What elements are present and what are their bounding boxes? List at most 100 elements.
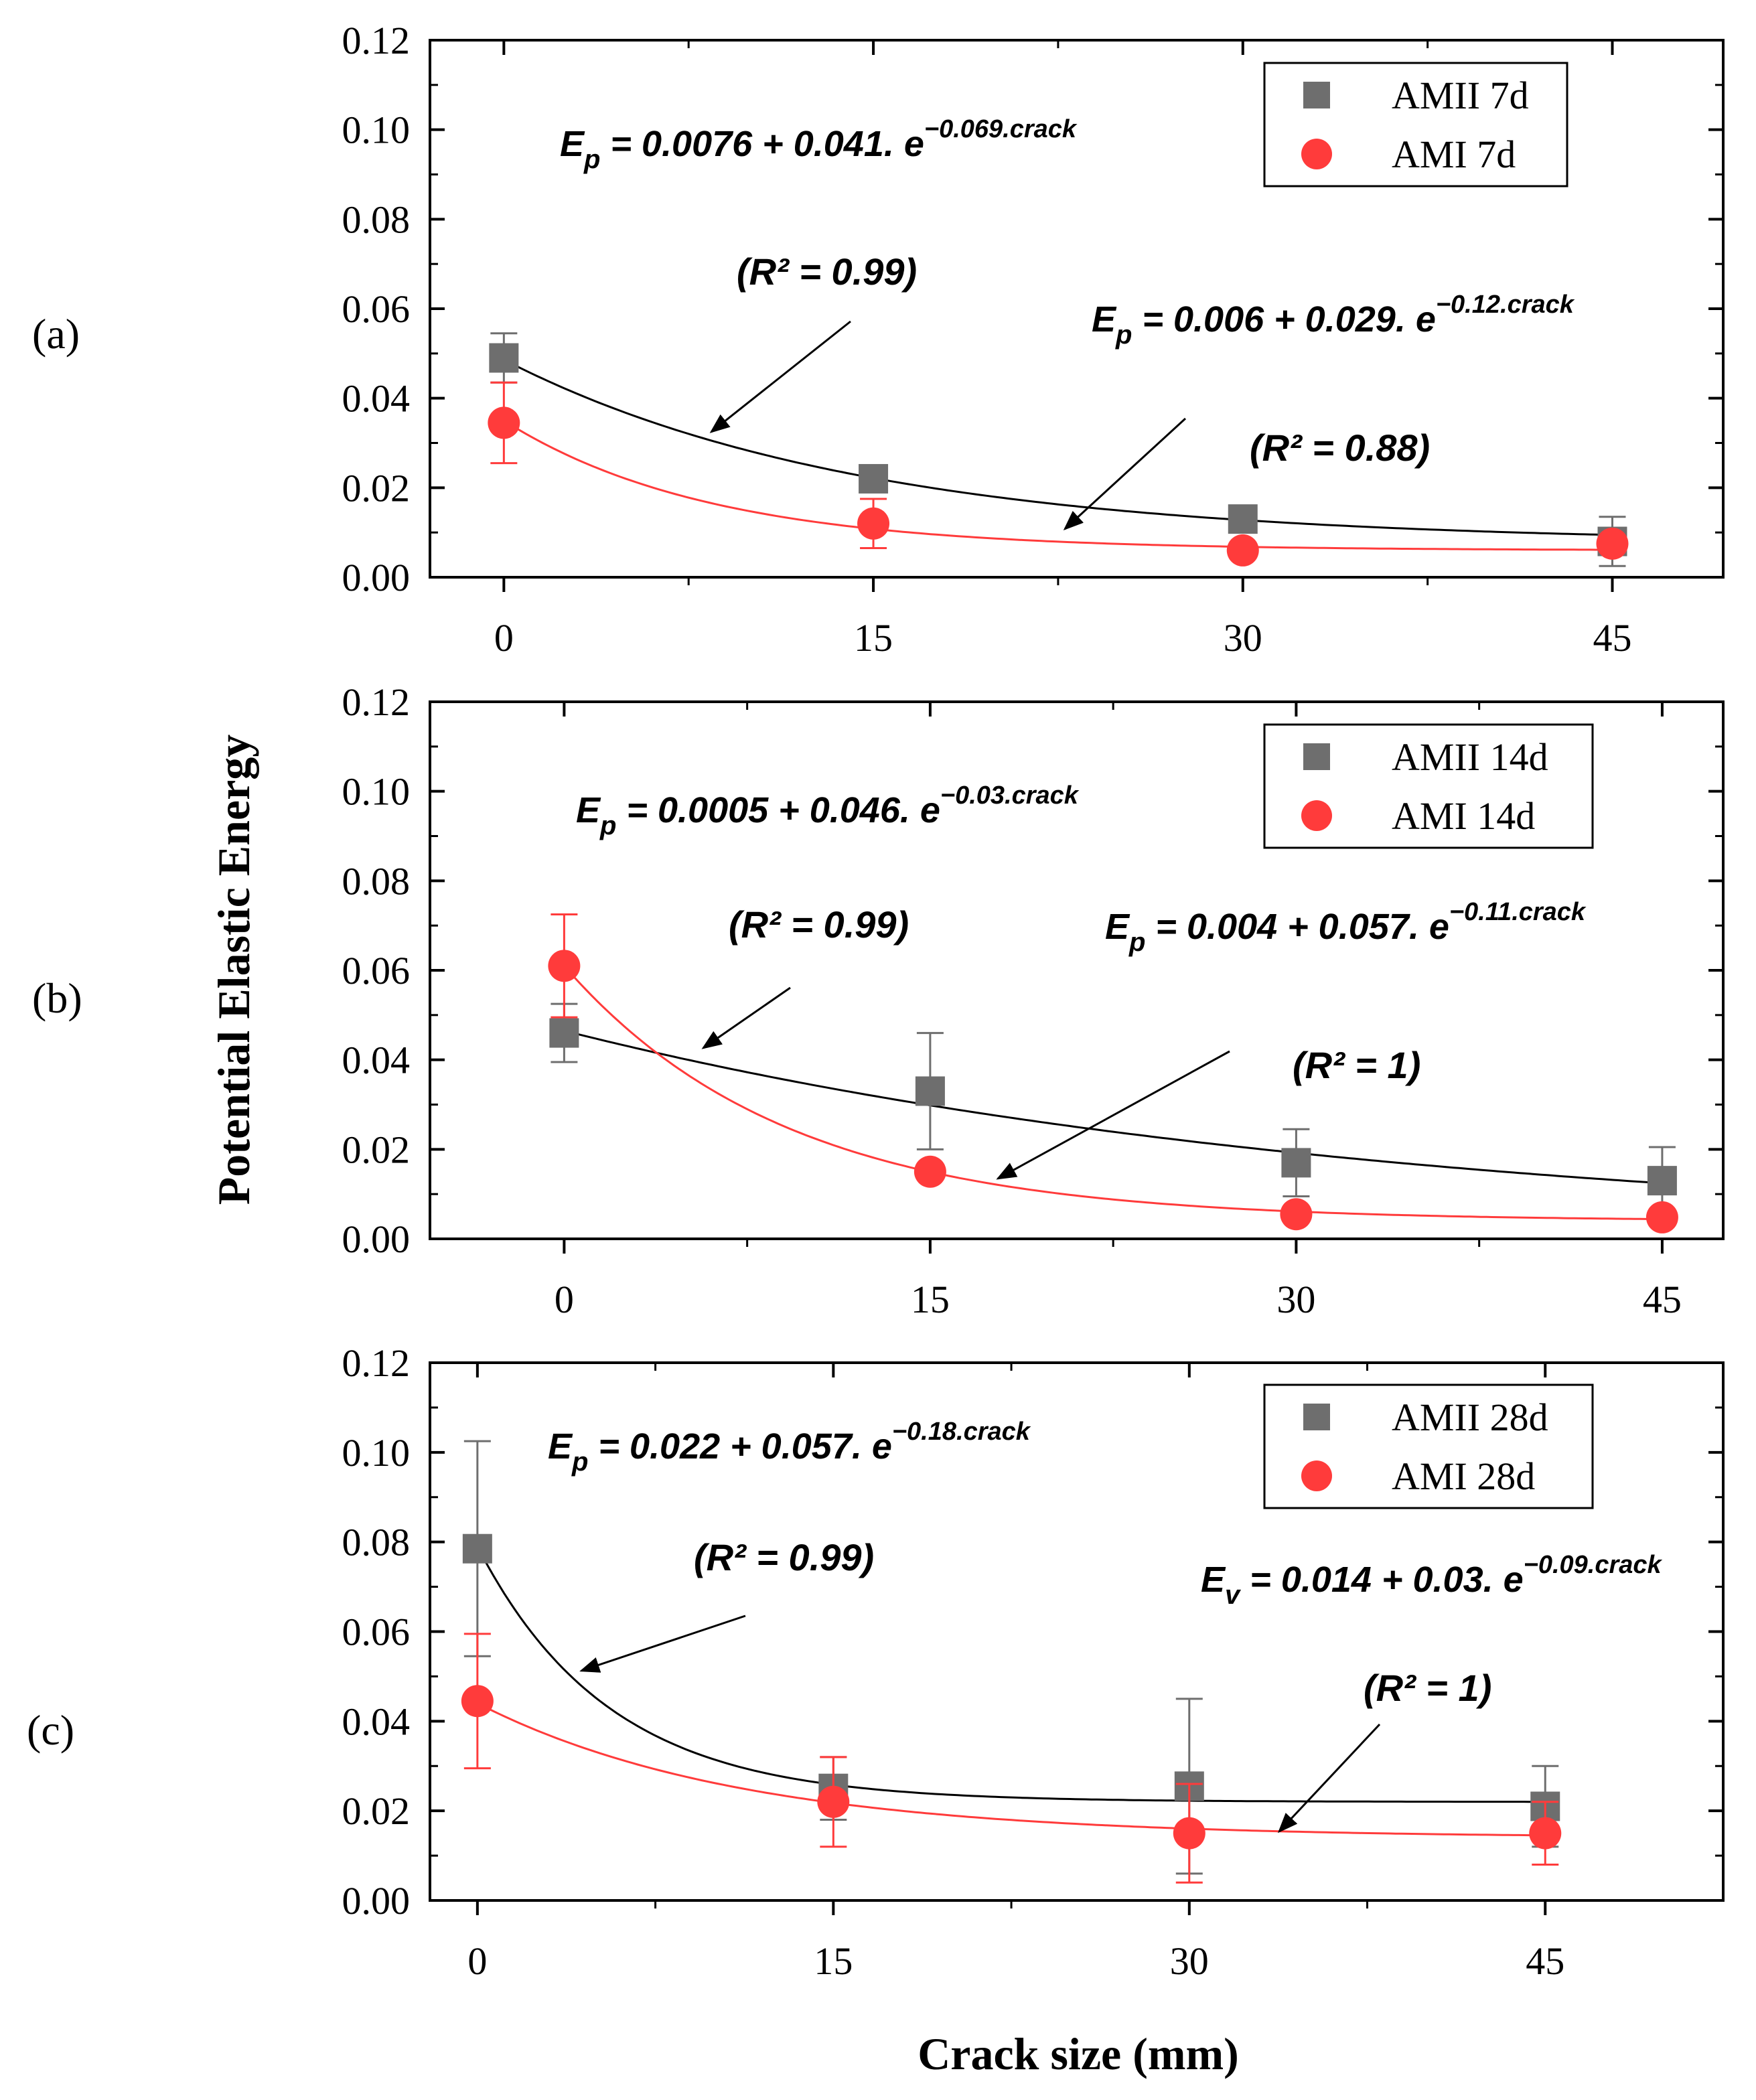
x-tick-label: 15 [911, 1278, 950, 1321]
annotation-arrow-ami-14d [996, 1050, 1230, 1180]
fit-equation-ami-7d: Ep = 0.006 + 0.029. e−0.12.crack [1092, 291, 1575, 350]
y-tick-label: 0.04 [342, 1039, 411, 1082]
r-squared-amii-14d: (R² = 0.99) [729, 903, 909, 946]
y-tick-label: 0.04 [342, 1700, 411, 1743]
data-point-ami-28d [1173, 1817, 1205, 1850]
fit-curve-ami-7d [503, 419, 1613, 551]
legend-marker-ami-7d [1301, 139, 1332, 169]
legend-label-ami-28d: AMI 28d [1392, 1454, 1535, 1498]
x-tick-label: 0 [555, 1278, 574, 1321]
data-point-ami-7d [488, 406, 520, 439]
x-tick-label: 30 [1276, 1278, 1315, 1321]
data-point-amii-14d [1647, 1166, 1677, 1196]
fit-curve-ami-14d [563, 965, 1662, 1221]
r-squared-amii-28d: (R² = 0.99) [694, 1536, 874, 1578]
y-tick-label: 0.00 [342, 1217, 411, 1261]
data-point-amii-14d [549, 1018, 579, 1048]
fit-equation-amii-14d: Ep = 0.0005 + 0.046. e−0.03.crack [576, 781, 1080, 840]
panel-label: (b) [32, 974, 82, 1022]
y-tick-label: 0.08 [342, 198, 411, 241]
data-point-ami-7d [857, 507, 890, 540]
x-tick-label: 45 [1593, 616, 1631, 660]
equation-subscript: p [599, 811, 616, 840]
r-squared-ami-28d: (R² = 1) [1364, 1667, 1491, 1709]
legend-marker-ami-28d [1301, 1460, 1332, 1491]
legend-marker-amii-28d [1303, 1404, 1330, 1430]
fit-equation-amii-7d: Ep = 0.0076 + 0.041. e−0.069.crack [560, 115, 1078, 174]
equation-subscript: p [583, 145, 600, 174]
equation-exponent: −0.03.crack [940, 781, 1080, 810]
data-point-ami-28d [461, 1685, 494, 1718]
fit-equation-ami-14d: Ep = 0.004 + 0.057. e−0.11.crack [1105, 898, 1587, 957]
r-squared-amii-7d: (R² = 0.99) [737, 250, 917, 293]
equation-body: = 0.014 + 0.03. e [1240, 1560, 1523, 1600]
data-point-ami-28d [817, 1785, 850, 1818]
y-tick-label: 0.02 [342, 466, 411, 510]
y-tick-label: 0.12 [342, 1341, 411, 1385]
equation-exponent: −0.11.crack [1449, 898, 1587, 926]
r-squared-ami-14d: (R² = 1) [1293, 1044, 1420, 1086]
data-point-ami-7d [1226, 534, 1259, 567]
equation-subscript: p [1128, 927, 1145, 957]
data-point-amii-7d [489, 343, 519, 373]
y-tick-label: 0.10 [342, 1431, 411, 1475]
panel-label: (c) [27, 1706, 74, 1754]
data-point-ami-14d [913, 1155, 946, 1188]
y-tick-label: 0.10 [342, 770, 411, 814]
y-tick-label: 0.10 [342, 108, 411, 152]
y-tick-label: 0.06 [342, 287, 411, 331]
equation-subscript: p [1115, 320, 1132, 350]
legend: AMII 28d AMI 28d [1263, 1383, 1594, 1509]
r-squared-ami-7d: (R² = 0.88) [1250, 427, 1430, 469]
annotation-arrow-amii-7d [709, 320, 851, 433]
x-tick-label: 45 [1526, 1939, 1564, 1983]
legend: AMII 14d AMI 14d [1263, 723, 1594, 849]
fit-curve-amii-14d [564, 1029, 1663, 1185]
y-tick-label: 0.12 [342, 19, 411, 62]
y-axis-title: Potential Elastic Energy [208, 735, 259, 1205]
annotation-arrow-ami-7d [1063, 417, 1187, 531]
legend-marker-amii-7d [1303, 82, 1330, 108]
legend-label-amii-7d: AMII 7d [1392, 74, 1529, 117]
equation-symbol: E [1201, 1560, 1226, 1600]
y-tick-label: 0.08 [342, 859, 411, 903]
y-tick-label: 0.06 [342, 949, 411, 992]
equation-body: = 0.0005 + 0.046. e [616, 790, 940, 830]
equation-exponent: −0.069.crack [924, 115, 1078, 143]
fit-equation-amii-28d: Ep = 0.022 + 0.057. e−0.18.crack [548, 1418, 1031, 1477]
x-tick-label: 45 [1643, 1278, 1682, 1321]
annotation-arrow-ami-28d [1277, 1723, 1381, 1833]
annotation-arrow-amii-14d [701, 986, 791, 1049]
legend-label-ami-7d: AMI 7d [1392, 133, 1516, 176]
fit-curve-amii-7d [503, 358, 1613, 536]
x-tick-label: 0 [467, 1939, 487, 1983]
data-point-ami-14d [548, 950, 581, 982]
data-point-amii-7d [1228, 504, 1258, 534]
data-point-amii-14d [1281, 1148, 1311, 1178]
y-tick-label: 0.00 [342, 1879, 411, 1923]
equation-body: = 0.004 + 0.057. e [1145, 907, 1449, 947]
chart-panel-c: 0.00 0.02 0.04 0.06 0.08 0.10 0.12 0 15 30 45 AMII … [27, 1341, 1725, 1983]
equation-exponent: −0.18.crack [892, 1418, 1031, 1446]
y-tick-label: 0.04 [342, 377, 411, 421]
data-point-amii-7d [859, 463, 889, 494]
equation-body: = 0.0076 + 0.041. e [600, 124, 924, 164]
equation-symbol: E [548, 1426, 573, 1467]
fit-curve-ami-28d [477, 1702, 1546, 1837]
y-tick-label: 0.06 [342, 1610, 411, 1654]
x-tick-label: 30 [1170, 1939, 1209, 1983]
legend: AMII 7d AMI 7d [1263, 62, 1568, 188]
equation-body: = 0.006 + 0.029. e [1132, 299, 1435, 340]
legend-label-amii-28d: AMII 28d [1392, 1396, 1548, 1439]
y-tick-label: 0.12 [342, 680, 411, 724]
equation-exponent: −0.09.crack [1524, 1551, 1663, 1579]
y-tick-label: 0.00 [342, 556, 411, 599]
equation-symbol: E [1092, 299, 1117, 340]
y-tick-label: 0.02 [342, 1789, 411, 1833]
data-point-ami-14d [1645, 1201, 1678, 1233]
annotation-arrow-amii-28d [579, 1615, 746, 1673]
chart-panel-a: 0.00 0.02 0.04 0.06 0.08 0.10 0.12 0 15 30 45 AMII … [32, 19, 1725, 660]
x-axis-title: Crack size (mm) [918, 2028, 1239, 2079]
data-point-amii-28d [462, 1533, 492, 1564]
